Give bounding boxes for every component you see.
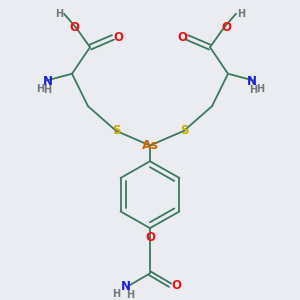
Text: S: S: [180, 124, 188, 137]
Text: As: As: [142, 139, 158, 152]
Text: H: H: [112, 289, 120, 299]
Text: H: H: [249, 85, 257, 95]
Text: N: N: [121, 280, 131, 293]
Text: S: S: [112, 124, 120, 137]
Text: H: H: [55, 9, 63, 19]
Text: O: O: [69, 21, 79, 34]
Text: O: O: [177, 31, 187, 44]
Text: H: H: [126, 290, 134, 300]
Text: H: H: [36, 83, 44, 94]
Text: O: O: [113, 31, 123, 44]
Text: N: N: [247, 75, 257, 88]
Text: H: H: [256, 83, 264, 94]
Text: H: H: [237, 9, 245, 19]
Text: O: O: [171, 279, 181, 292]
Text: O: O: [145, 232, 155, 244]
Text: N: N: [43, 75, 53, 88]
Text: H: H: [43, 85, 51, 95]
Text: O: O: [221, 21, 231, 34]
